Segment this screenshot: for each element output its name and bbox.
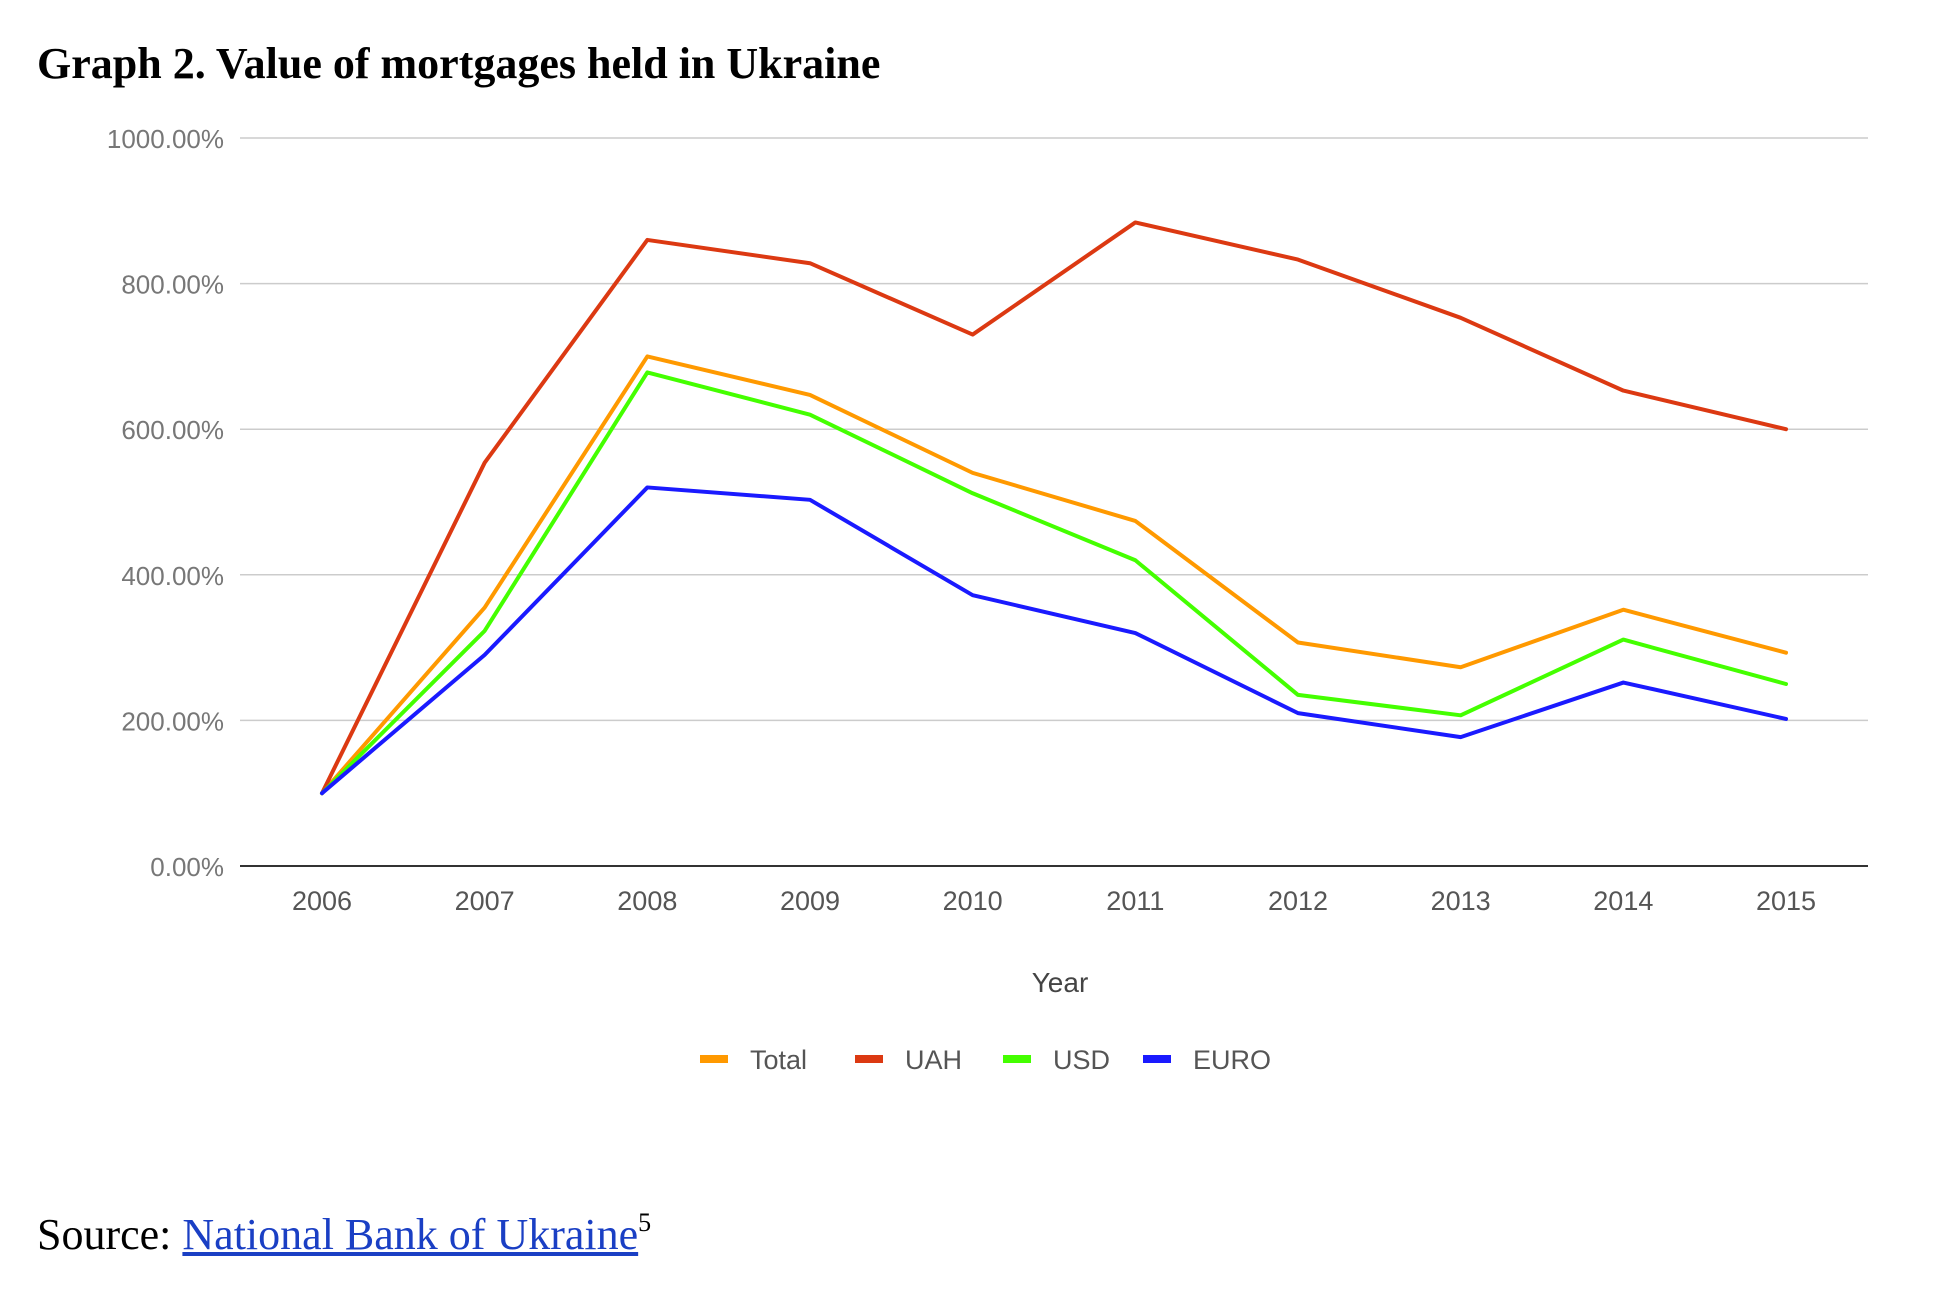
y-tick-label: 200.00% — [121, 706, 224, 736]
series-line-uah — [320, 220, 1788, 796]
x-tick-label: 2014 — [1593, 886, 1653, 916]
y-tick-label: 0.00% — [150, 852, 224, 882]
source-label: Source: — [37, 1210, 183, 1259]
legend-label-uah: UAH — [905, 1045, 962, 1075]
series-line-euro — [320, 485, 1788, 796]
x-axis-tick-labels: 2006 2007 2008 2009 2010 2011 2012 2013 2014 2015 — [292, 886, 1816, 916]
x-tick-label: 2013 — [1431, 886, 1491, 916]
y-tick-label: 1000.00% — [107, 124, 224, 154]
series-line-total — [320, 354, 1788, 796]
x-tick-label: 2006 — [292, 886, 352, 916]
source-line: Source: National Bank of Ukraine5 — [37, 1208, 651, 1260]
series-lines — [320, 220, 1788, 796]
y-tick-label: 600.00% — [121, 415, 224, 445]
legend-label-euro: EURO — [1193, 1045, 1271, 1075]
x-tick-label: 2012 — [1268, 886, 1328, 916]
legend-label-usd: USD — [1053, 1045, 1110, 1075]
x-tick-label: 2015 — [1756, 886, 1816, 916]
x-tick-label: 2009 — [780, 886, 840, 916]
x-tick-label: 2010 — [943, 886, 1003, 916]
legend: Total UAH USD EURO — [700, 1045, 1271, 1075]
graph-title: Graph 2. Value of mortgages held in Ukra… — [37, 39, 881, 88]
x-tick-label: 2008 — [617, 886, 677, 916]
y-tick-label: 400.00% — [121, 561, 224, 591]
line-chart: 0.00% 200.00% 400.00% 600.00% 800.00% 1000.00… — [107, 124, 1868, 1075]
x-axis-label: Year — [1032, 967, 1089, 998]
source-link[interactable]: National Bank of Ukraine — [182, 1210, 639, 1259]
gridlines — [240, 137, 1868, 867]
y-tick-label: 800.00% — [121, 270, 224, 300]
x-tick-label: 2011 — [1106, 886, 1164, 916]
series-line-usd — [320, 370, 1788, 796]
y-axis-tick-labels: 0.00% 200.00% 400.00% 600.00% 800.00% 1000.00… — [107, 124, 224, 882]
legend-label-total: Total — [750, 1045, 807, 1075]
x-tick-label: 2007 — [455, 886, 515, 916]
footnote-marker: 5 — [638, 1208, 652, 1237]
